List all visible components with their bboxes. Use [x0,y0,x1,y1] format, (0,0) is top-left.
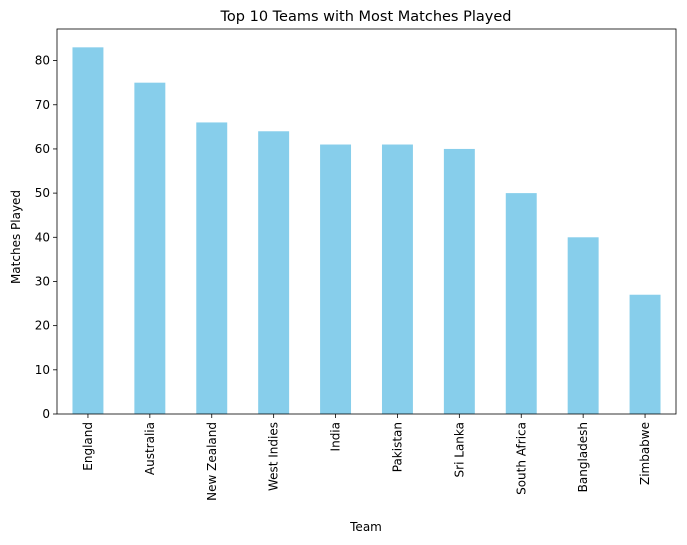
y-axis-label: Matches Played [9,190,23,284]
y-tick-label: 20 [35,319,50,333]
bar [629,294,661,414]
y-tick-label: 50 [35,186,50,200]
y-tick-label: 30 [35,274,50,288]
y-tick-label: 40 [35,230,50,244]
x-tick-label: Sri Lanka [452,422,466,477]
x-tick-label: West Indies [267,422,281,491]
x-tick-label: Zimbabwe [638,422,652,485]
x-tick-label: Australia [143,422,157,475]
bar [72,47,104,414]
x-tick-label: Pakistan [390,422,404,472]
chart-title: Top 10 Teams with Most Matches Played [220,9,512,25]
x-tick-label: England [81,422,95,471]
bar [134,82,166,415]
bar [567,237,599,414]
bar [505,193,537,414]
bar [196,122,228,414]
x-tick-label: New Zealand [205,422,219,501]
bar [258,131,290,414]
plot-frame [56,28,677,415]
x-tick-label: South Africa [514,422,528,495]
y-tick-label: 10 [35,363,50,377]
y-tick-label: 70 [35,98,50,112]
y-tick-label: 60 [35,142,50,156]
x-axis-label: Team [349,520,382,534]
x-tick-label: India [329,422,343,451]
x-tick-label: Bangladesh [576,422,590,492]
bar [443,148,475,414]
y-tick-label: 0 [42,407,50,421]
bar [381,144,413,414]
plot-area: 0 10 20 30 40 50 60 70 80 England Australia New Zea… [35,28,677,501]
y-tick-label: 80 [35,54,50,68]
bar [320,144,352,414]
